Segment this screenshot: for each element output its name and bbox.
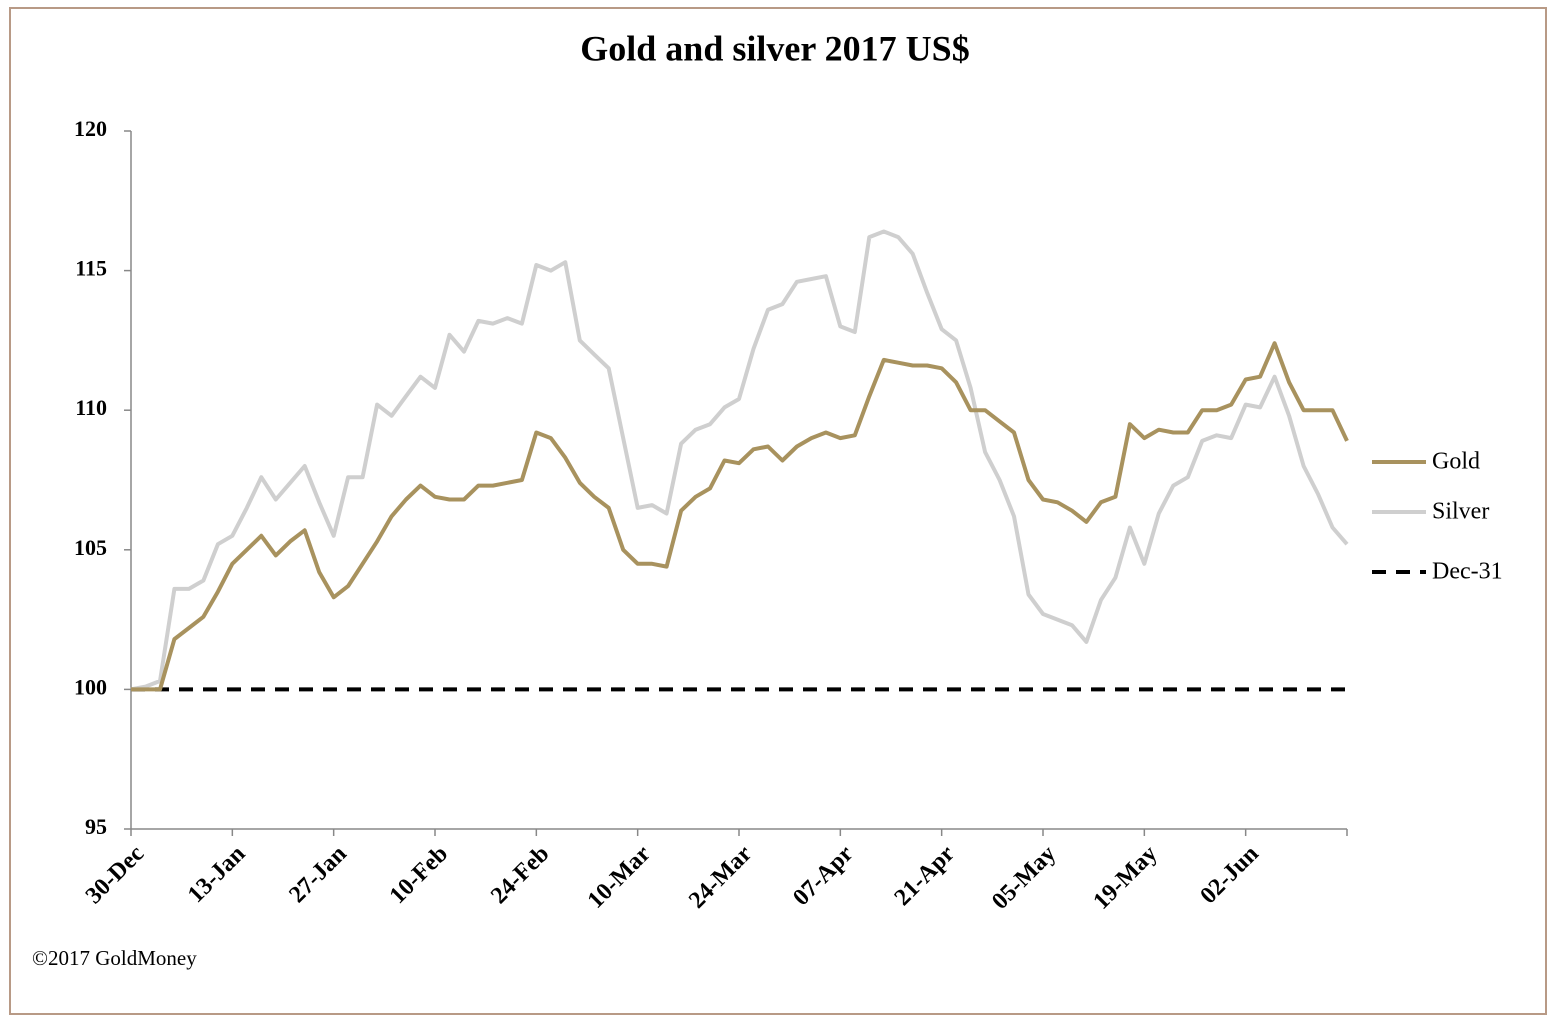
chart-title: Gold and silver 2017 US$ — [580, 28, 969, 68]
legend-label: Gold — [1432, 449, 1480, 475]
footnote: ©2017 GoldMoney — [32, 946, 197, 970]
y-tick-label: 95 — [85, 814, 107, 839]
y-tick-label: 110 — [75, 395, 107, 420]
legend-label: Silver — [1432, 499, 1489, 525]
y-tick-label: 120 — [74, 116, 107, 141]
line-series — [131, 341, 1349, 692]
y-tick-label: 105 — [74, 535, 107, 560]
y-tick-label: 100 — [74, 674, 107, 699]
chart-frame — [9, 7, 1547, 1015]
line-series — [130, 229, 1349, 692]
y-tick-label: 115 — [75, 256, 107, 281]
legend-label: Dec-31 — [1432, 559, 1503, 585]
